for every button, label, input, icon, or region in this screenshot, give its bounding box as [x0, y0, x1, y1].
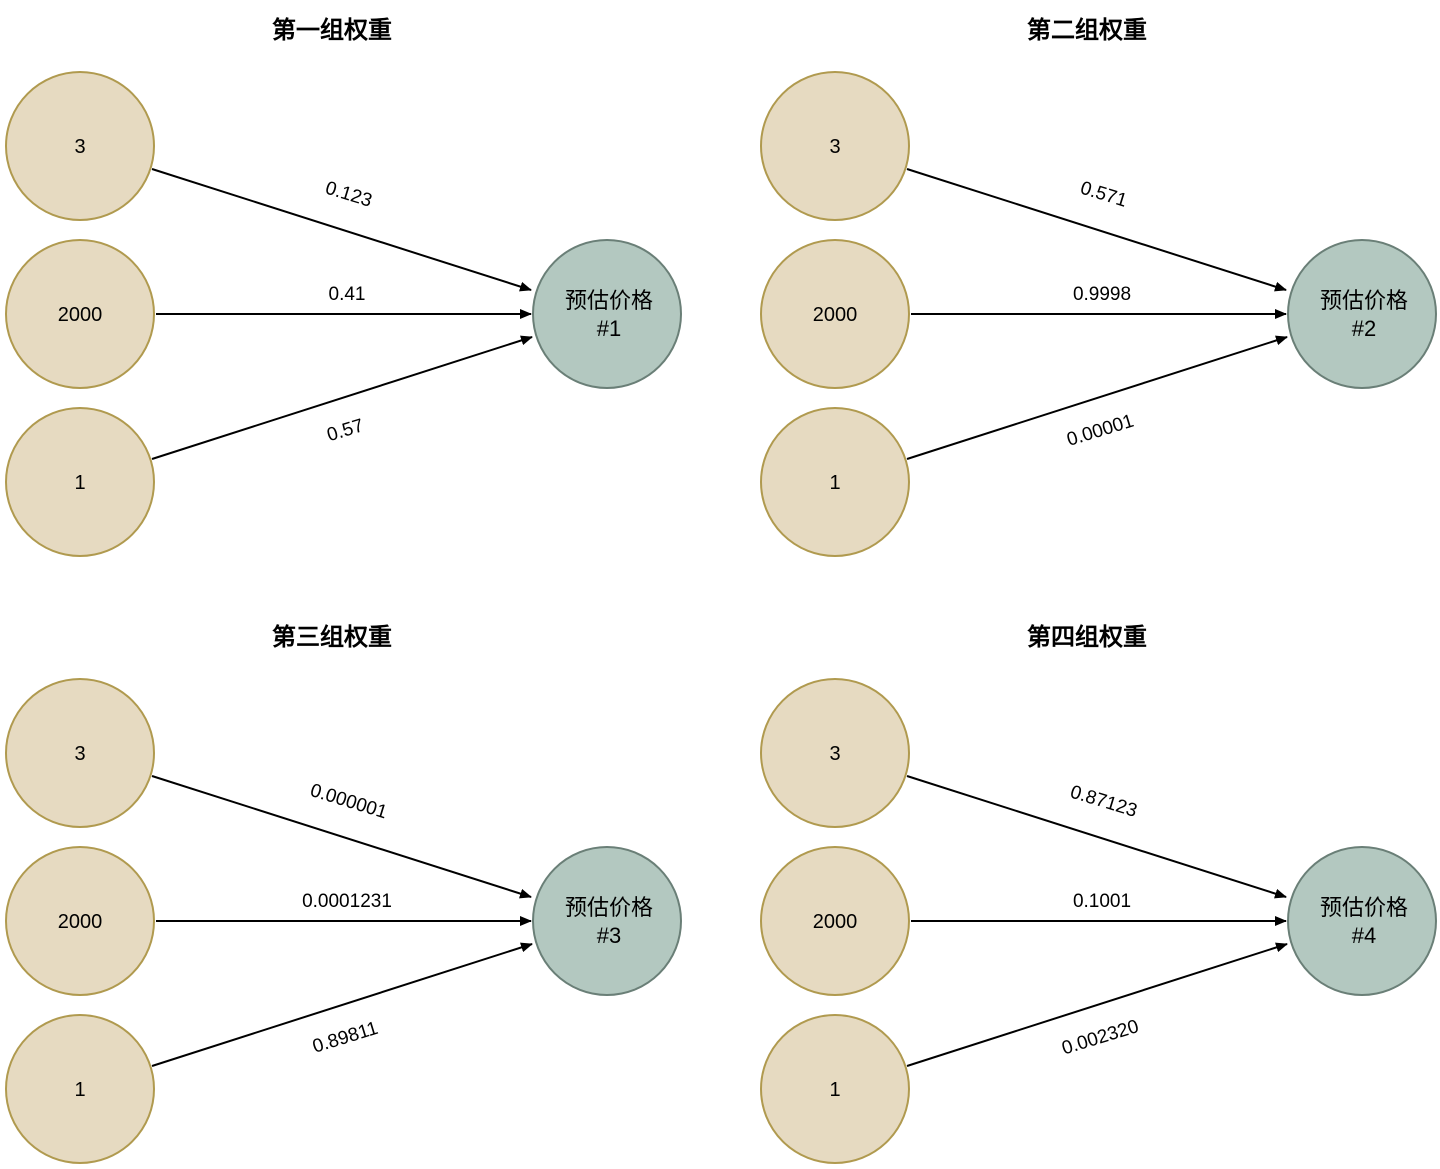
input-node: 1 — [760, 1014, 910, 1164]
input-node-label: 3 — [829, 136, 840, 158]
weight-edge-arrow — [151, 942, 533, 1067]
input-node-label: 2000 — [58, 304, 103, 326]
weight-edge-arrow — [151, 775, 532, 899]
output-node-number: #4 — [1352, 923, 1376, 948]
output-node-label: 预估价格 — [565, 895, 653, 920]
weight-edge-arrow — [906, 335, 1288, 460]
input-node-circle — [5, 407, 155, 557]
input-node-circle — [760, 1014, 910, 1164]
weight-label: 0.9998 — [1073, 284, 1131, 305]
weight-label: 0.00001 — [1064, 411, 1136, 451]
panel-title: 第二组权重 — [1027, 16, 1147, 44]
panel-3: 第三组权重 3 2000 1 0.000001 0.0001231 0.89811 预估价格 #… — [5, 623, 682, 1164]
input-node: 2000 — [760, 846, 910, 996]
output-node: 预估价格 #2 — [1287, 239, 1437, 389]
input-node-label: 1 — [829, 1079, 840, 1101]
input-node: 1 — [5, 1014, 155, 1164]
input-node-label: 2000 — [813, 911, 858, 933]
weight-label: 0.89811 — [310, 1018, 380, 1058]
input-node-label: 3 — [829, 743, 840, 765]
input-node-label: 2000 — [813, 304, 858, 326]
output-node-label: 预估价格 — [565, 288, 653, 313]
output-node-circle — [1287, 239, 1437, 389]
input-node-circle — [5, 71, 155, 221]
output-node: 预估价格 #3 — [532, 846, 682, 996]
panel-title: 第三组权重 — [272, 623, 392, 651]
output-node-circle — [1287, 846, 1437, 996]
input-node-label: 1 — [829, 472, 840, 494]
input-node: 3 — [5, 678, 155, 828]
input-node: 3 — [760, 71, 910, 221]
weight-edge-arrow — [906, 168, 1287, 292]
panel-1: 第一组权重 3 2000 1 0.123 0.41 0.57 预估价格 #1 — [5, 16, 682, 557]
input-node-label: 2000 — [58, 911, 103, 933]
weight-label: 0.87123 — [1068, 782, 1140, 822]
weight-label: 0.002320 — [1059, 1016, 1141, 1059]
panel-title: 第一组权重 — [272, 16, 392, 44]
weight-label: 0.123 — [323, 178, 375, 212]
input-node-circle — [760, 678, 910, 828]
output-node-number: #1 — [597, 316, 621, 341]
output-node-number: #2 — [1352, 316, 1376, 341]
input-node-circle — [760, 71, 910, 221]
weight-edge-arrow — [151, 335, 533, 460]
panel-2: 第二组权重 3 2000 1 0.571 0.9998 0.00001 预估价格 #2 — [760, 16, 1437, 557]
output-node-circle — [532, 239, 682, 389]
input-node-label: 1 — [74, 1079, 85, 1101]
weight-label: 0.571 — [1078, 178, 1130, 212]
weight-edge-arrow — [151, 168, 532, 292]
output-node-label: 预估价格 — [1320, 895, 1408, 920]
weight-label: 0.0001231 — [302, 891, 392, 912]
input-node-label: 3 — [74, 136, 85, 158]
input-node-label: 3 — [74, 743, 85, 765]
weight-label: 0.000001 — [308, 780, 390, 823]
weight-label: 0.1001 — [1073, 891, 1131, 912]
output-node: 预估价格 #4 — [1287, 846, 1437, 996]
input-node-circle — [760, 407, 910, 557]
input-node-circle — [5, 239, 155, 389]
input-node-circle — [5, 846, 155, 996]
input-node: 2000 — [5, 846, 155, 996]
input-node: 1 — [760, 407, 910, 557]
input-node-circle — [760, 846, 910, 996]
panel-title: 第四组权重 — [1027, 623, 1147, 651]
input-node-circle — [5, 1014, 155, 1164]
output-node-circle — [532, 846, 682, 996]
weight-label: 0.57 — [325, 415, 367, 446]
input-node-circle — [760, 239, 910, 389]
weight-label: 0.41 — [329, 284, 366, 305]
output-node: 预估价格 #1 — [532, 239, 682, 389]
weight-edge-arrow — [906, 942, 1288, 1067]
input-node: 3 — [760, 678, 910, 828]
input-node-label: 1 — [74, 472, 85, 494]
input-node: 1 — [5, 407, 155, 557]
input-node-circle — [5, 678, 155, 828]
panel-4: 第四组权重 3 2000 1 0.87123 0.1001 0.002320 预估价格 #4 — [760, 623, 1437, 1164]
weight-edge-arrow — [906, 775, 1287, 899]
output-node-number: #3 — [597, 923, 621, 948]
input-node: 3 — [5, 71, 155, 221]
input-node: 2000 — [760, 239, 910, 389]
input-node: 2000 — [5, 239, 155, 389]
output-node-label: 预估价格 — [1320, 288, 1408, 313]
